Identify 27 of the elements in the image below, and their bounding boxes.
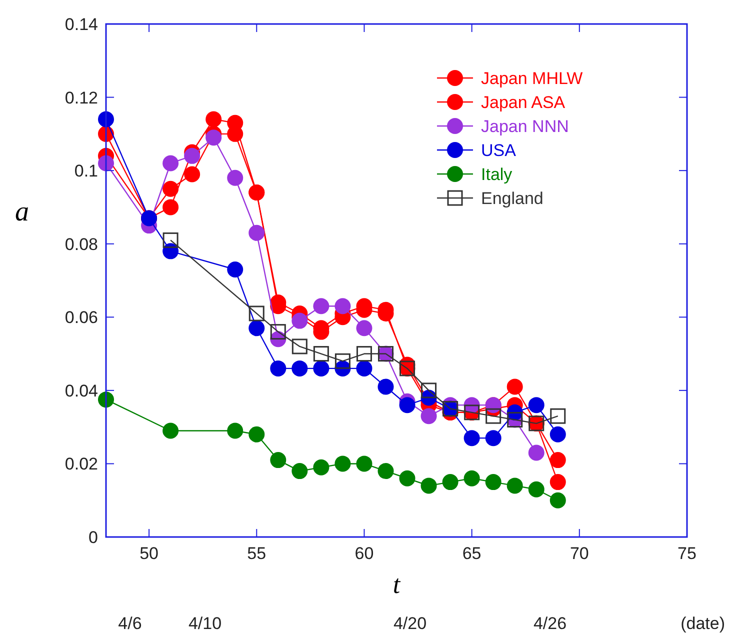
y-axis-title: a bbox=[15, 196, 29, 228]
text: 4/20 bbox=[393, 614, 427, 633]
y-tick-label: 0.02 bbox=[64, 454, 98, 474]
x-tick-label: 50 bbox=[140, 544, 158, 563]
text: (date) bbox=[680, 614, 725, 633]
legend-label: Japan NNN bbox=[481, 117, 569, 136]
y-tick-label: 0.1 bbox=[74, 162, 98, 181]
y-tick-label: 0 bbox=[88, 528, 98, 547]
y-tick-label: 0.14 bbox=[64, 15, 98, 34]
y-tick-label: 0.12 bbox=[64, 88, 98, 108]
y-tick-label: 0.08 bbox=[64, 234, 98, 254]
legend-label: USA bbox=[481, 141, 517, 160]
y-tick-label: 0.04 bbox=[64, 381, 98, 400]
x-tick-label: 65 bbox=[462, 544, 482, 563]
x-tick-label: 75 bbox=[678, 544, 696, 563]
text: 4/10 bbox=[188, 614, 222, 633]
legend-label: England bbox=[481, 189, 544, 208]
text: 4/26 bbox=[533, 614, 567, 633]
text: 4/6 bbox=[118, 614, 142, 633]
legend-label: Japan ASA bbox=[481, 93, 566, 112]
x-tick-label: 60 bbox=[354, 544, 374, 563]
legend-label: Italy bbox=[481, 165, 513, 184]
x-tick-label: 70 bbox=[570, 544, 589, 563]
y-tick-label: 0.06 bbox=[64, 308, 98, 328]
x-tick-label: 55 bbox=[247, 544, 266, 563]
x-axis-title: t bbox=[392, 570, 401, 599]
legend-label: Japan MHLW bbox=[481, 69, 583, 88]
